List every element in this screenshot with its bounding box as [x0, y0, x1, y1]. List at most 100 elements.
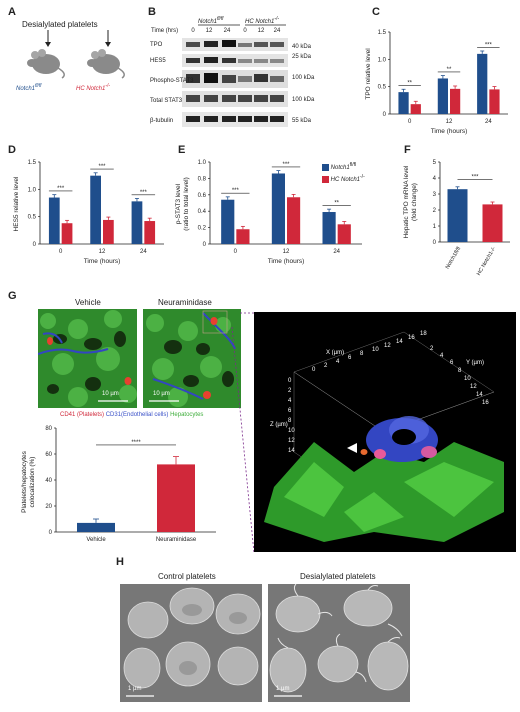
d-sig-0: ***: [57, 186, 65, 192]
d-bar-s2-1: [103, 219, 114, 244]
confocal-vehicle: 10 µm: [38, 309, 137, 408]
e-bar-s1-2: [322, 212, 336, 244]
e-ytick-1: 0.2: [198, 226, 207, 232]
x-tick-6: 12: [384, 343, 391, 349]
d-sig-1: ***: [98, 164, 106, 170]
blot-group2: HC Notch1-/-: [245, 16, 280, 25]
e-xlabel: Time (hours): [268, 258, 305, 265]
e-bar-s2-0: [236, 229, 250, 244]
x-tick-4: 8: [360, 351, 364, 357]
h-scale-2: 1 µm: [276, 686, 290, 692]
d-ytick-1: 0.5: [28, 215, 37, 221]
z-tick-4: 8: [288, 418, 292, 424]
blot-label-tpo: TPO: [150, 42, 163, 48]
z-tick-6: 12: [288, 438, 295, 444]
d-xtick-0: 0: [59, 249, 63, 255]
y-tick-1: 4: [440, 353, 444, 359]
blot-marker-3: 100 kDa: [292, 97, 315, 103]
d-ylabel: HES5 relative level: [13, 176, 20, 231]
blot-marker-4: 55 kDa: [292, 118, 312, 124]
y-tick-4: 10: [464, 376, 471, 382]
c-xtick-1: 12: [446, 119, 453, 125]
c-bar-s1-0: [398, 92, 409, 114]
x-tick-1: 2: [324, 363, 328, 369]
y-tick-2: 6: [450, 360, 454, 366]
e-ylabel-2: (ratio to total level): [183, 177, 190, 230]
d-ytick-3: 1.5: [28, 160, 37, 166]
g-ylabel-1: Platelets/hepatocytes: [21, 450, 28, 513]
g-ytick-3: 60: [45, 452, 52, 458]
axis-y-label: Y (µm): [466, 360, 485, 366]
axis-x-label: X (µm): [326, 350, 345, 356]
d-ytick-0: 0: [33, 242, 37, 248]
panel-a-title: Desialylated platelets: [22, 20, 98, 29]
c-ytick-3: 1.5: [378, 30, 387, 36]
g-bar-1: [157, 464, 195, 532]
y-tick-5: 12: [470, 384, 477, 390]
panel-a-mouse2-label: HC Notch1-/-: [76, 83, 111, 92]
g-caption: CD41 (Platelets) CD31(Endothelial cells)…: [60, 412, 204, 418]
panel-label-b: B: [148, 6, 156, 18]
c-xtick-0: 0: [408, 119, 412, 125]
e-ytick-2: 0.4: [198, 209, 207, 215]
panel-label-e: E: [178, 144, 186, 156]
e-ytick-0: 0: [203, 242, 207, 248]
f-ytick-3: 3: [433, 192, 437, 198]
x-tick-7: 14: [396, 339, 403, 345]
f-ytick-5: 5: [433, 160, 437, 166]
g-xtick-1: Neuraminidase: [156, 537, 197, 543]
axis-z-label: Z (µm): [270, 422, 288, 428]
f-bar-1: [482, 204, 503, 242]
y-tick-7: 16: [482, 400, 489, 406]
d-bar-s2-2: [144, 221, 156, 244]
c-xtick-2: 24: [485, 119, 492, 125]
panel-label-g: G: [8, 290, 17, 302]
z-tick-0: 0: [288, 378, 292, 384]
panel-label-h: H: [116, 556, 124, 568]
confocal-neuraminidase-art: [143, 309, 241, 408]
d-xtick-1: 12: [99, 249, 106, 255]
blot-bands: [182, 38, 288, 127]
x-tick-5: 10: [372, 347, 379, 353]
blot-label-tubulin: β-tubulin: [150, 118, 174, 124]
e-bar-s1-1: [271, 173, 285, 244]
zoom-connector: [231, 312, 255, 554]
c-bar-s1-1: [437, 78, 448, 114]
legend-swatch-2: [322, 175, 329, 183]
mouse-illustrations: [27, 30, 125, 79]
sem-control: 1 µm: [120, 584, 262, 702]
f-bar-0: [447, 189, 468, 242]
e-xtick-2: 24: [333, 249, 340, 255]
blot-time-2: 24: [223, 28, 231, 34]
blot-marker-1: 25 kDa: [292, 54, 312, 60]
e-xtick-0: 0: [234, 249, 238, 255]
c-ytick-0: 0: [383, 112, 387, 118]
y-tick-6: 14: [476, 392, 483, 398]
f-xtick-0: Notch1fl/fl: [445, 246, 462, 270]
d-xtick-2: 24: [140, 249, 147, 255]
confocal-vehicle-art: [38, 309, 137, 408]
c-sig-2: ***: [485, 42, 493, 48]
mouse-icon-right: [87, 49, 125, 79]
f-ylabel-1: Hepatic TPO mRNA level: [403, 165, 410, 238]
c-sig-1: **: [447, 67, 452, 73]
e-bar-s1-0: [221, 199, 235, 244]
c-bar-s2-2: [489, 89, 500, 114]
e-sig-1: ***: [282, 162, 290, 168]
g-bar-0: [77, 522, 115, 532]
g-img2-title: Neuraminidase: [158, 298, 212, 307]
g-img1-title: Vehicle: [75, 298, 101, 307]
e-bar-s2-1: [287, 197, 301, 244]
z-tick-1: 2: [288, 388, 292, 394]
h-scale-1: 1 µm: [128, 686, 142, 692]
g-scale-2: 10 µm: [153, 391, 170, 397]
western-blot: [198, 24, 286, 26]
mouse-icon-left: [27, 49, 65, 79]
c-ylabel: TPO relative level: [365, 48, 372, 100]
d-sig-2: ***: [140, 190, 148, 196]
d-xlabel: Time (hours): [84, 258, 121, 265]
confocal-3d-render: X (µm) Y (µm) Z (µm) 0 2 4 6 8 10 12 14 …: [254, 312, 516, 552]
y-tick-0: 2: [430, 346, 434, 352]
x-tick-2: 4: [336, 359, 340, 365]
x-tick-8: 16: [408, 335, 415, 341]
